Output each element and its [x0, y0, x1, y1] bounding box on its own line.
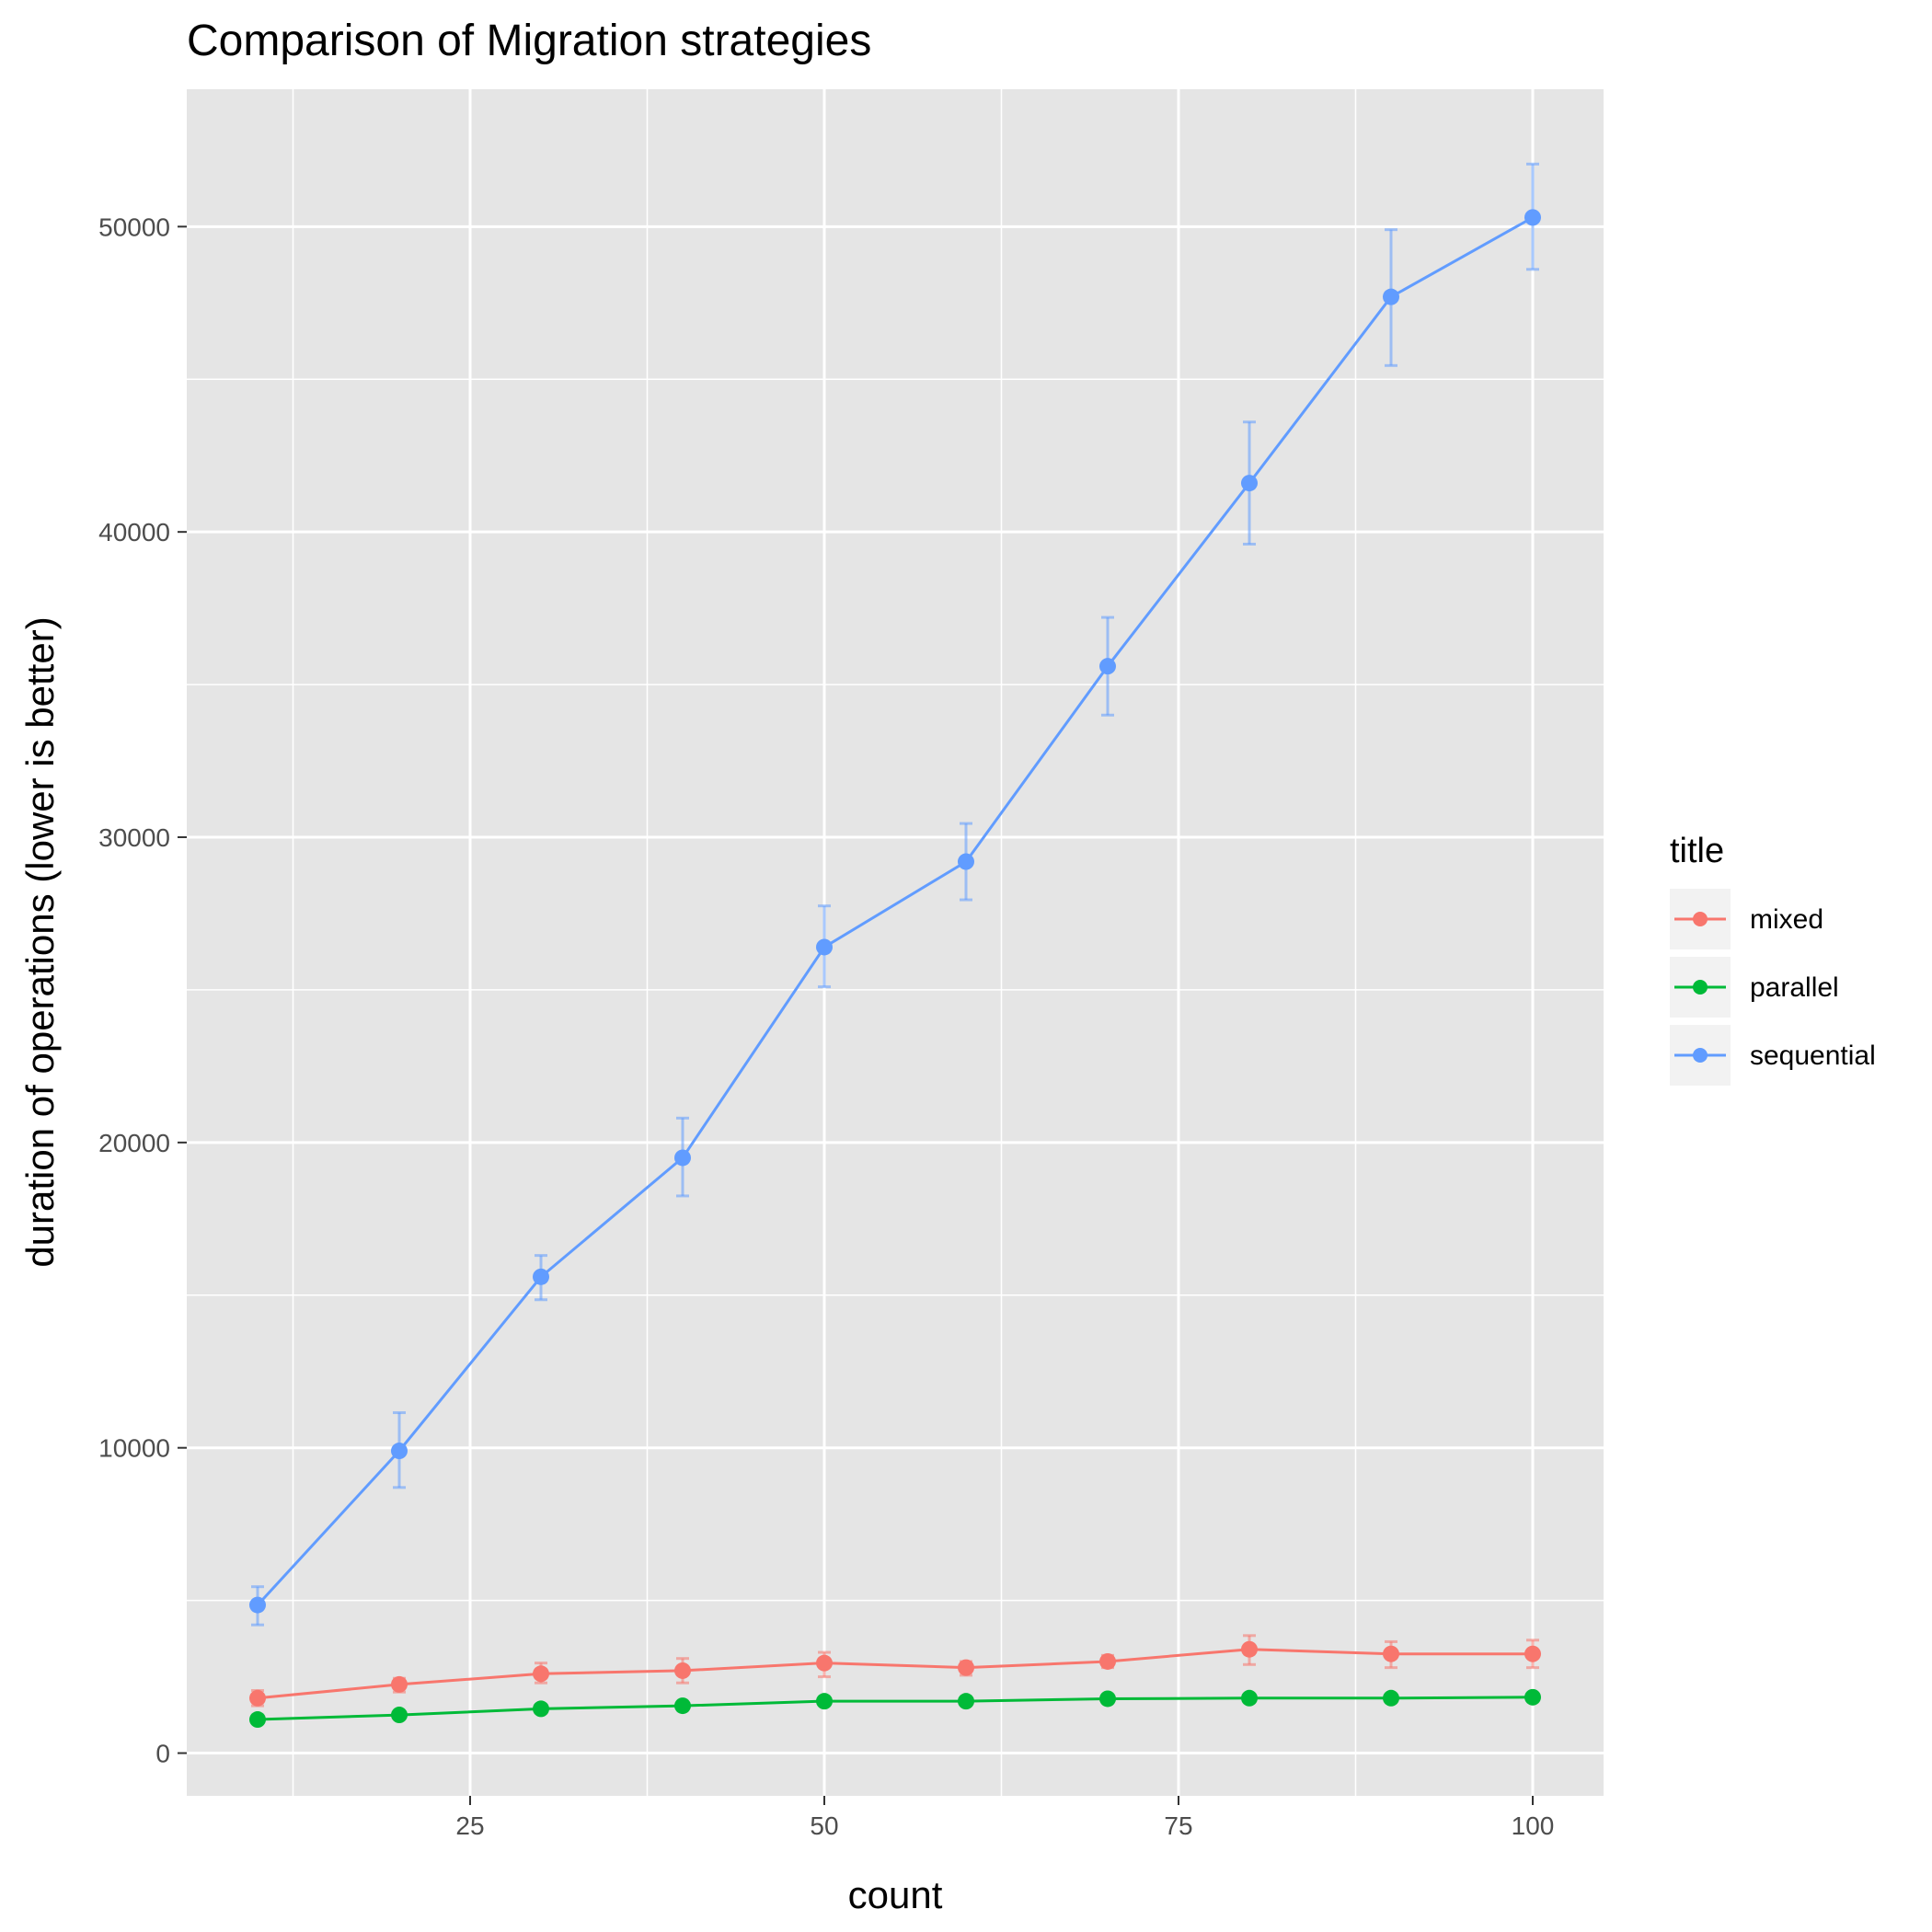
y-tick-label: 50000: [98, 213, 170, 241]
y-axis-ticks: 0 10000 20000 30000 40000 50000: [98, 213, 187, 1768]
data-point: [249, 1596, 266, 1614]
data-point: [958, 1693, 974, 1710]
y-tick-label: 10000: [98, 1434, 170, 1463]
data-point: [1383, 1689, 1399, 1707]
x-tick-label: 75: [1164, 1811, 1192, 1840]
y-axis-title: duration of operations (lower is better): [18, 616, 62, 1267]
y-tick-label: 20000: [98, 1129, 170, 1157]
series-sequential: [249, 162, 1541, 1627]
data-point: [391, 1707, 408, 1724]
series-line: [256, 216, 1534, 1606]
data-point: [958, 853, 974, 870]
data-point: [1524, 209, 1541, 226]
series-parallel: [249, 1688, 1541, 1729]
data-point: [1383, 1645, 1399, 1662]
legend-item-mixed: mixed: [1670, 889, 1823, 949]
legend-label: mixed: [1750, 904, 1823, 935]
data-point: [249, 1689, 266, 1707]
series-layer: [249, 162, 1541, 1729]
legend-key-point: [1693, 980, 1708, 995]
data-point: [816, 1654, 833, 1672]
x-tick-label: 50: [810, 1811, 838, 1840]
data-point: [533, 1700, 549, 1718]
plot-background: [187, 89, 1604, 1796]
legend-items: mixed parallel sequential: [1670, 889, 1876, 1086]
y-tick-label: 0: [155, 1740, 170, 1768]
data-point: [391, 1443, 408, 1460]
data-point: [1524, 1645, 1541, 1662]
x-tick-label: 100: [1512, 1811, 1555, 1840]
data-point: [958, 1659, 974, 1676]
legend-item-sequential: sequential: [1670, 1025, 1876, 1086]
data-point: [674, 1662, 691, 1679]
data-point: [249, 1711, 266, 1729]
x-axis-ticks: 25 50 75 100: [455, 1796, 1554, 1840]
data-point: [1241, 1640, 1258, 1658]
series-line: [257, 1648, 1533, 1700]
legend-item-parallel: parallel: [1670, 957, 1839, 1018]
series-mixed: [249, 1634, 1541, 1708]
data-point: [1099, 1690, 1116, 1708]
chart-title: Comparison of Migration strategies: [187, 17, 871, 65]
legend-key-point: [1693, 1048, 1708, 1063]
legend-label: parallel: [1750, 972, 1839, 1003]
data-point: [816, 938, 833, 956]
data-point: [816, 1693, 833, 1710]
legend-label: sequential: [1750, 1041, 1876, 1071]
data-point: [1241, 475, 1258, 492]
data-point: [674, 1697, 691, 1715]
legend-title: title: [1670, 832, 1724, 870]
data-point: [1099, 1652, 1116, 1670]
data-point: [391, 1675, 408, 1693]
data-point: [533, 1268, 549, 1285]
legend: title mixed parallel sequential: [1670, 832, 1876, 1086]
data-point: [533, 1665, 549, 1683]
x-axis-title: count: [848, 1873, 943, 1916]
data-point: [1099, 658, 1116, 675]
x-tick-label: 25: [455, 1811, 484, 1840]
data-point: [1524, 1688, 1541, 1706]
legend-key-point: [1693, 912, 1708, 926]
y-tick-label: 40000: [98, 518, 170, 546]
y-tick-label: 30000: [98, 823, 170, 852]
data-point: [674, 1149, 691, 1167]
series-line: [257, 1696, 1534, 1721]
data-point: [1383, 288, 1399, 305]
data-point: [1241, 1689, 1258, 1707]
